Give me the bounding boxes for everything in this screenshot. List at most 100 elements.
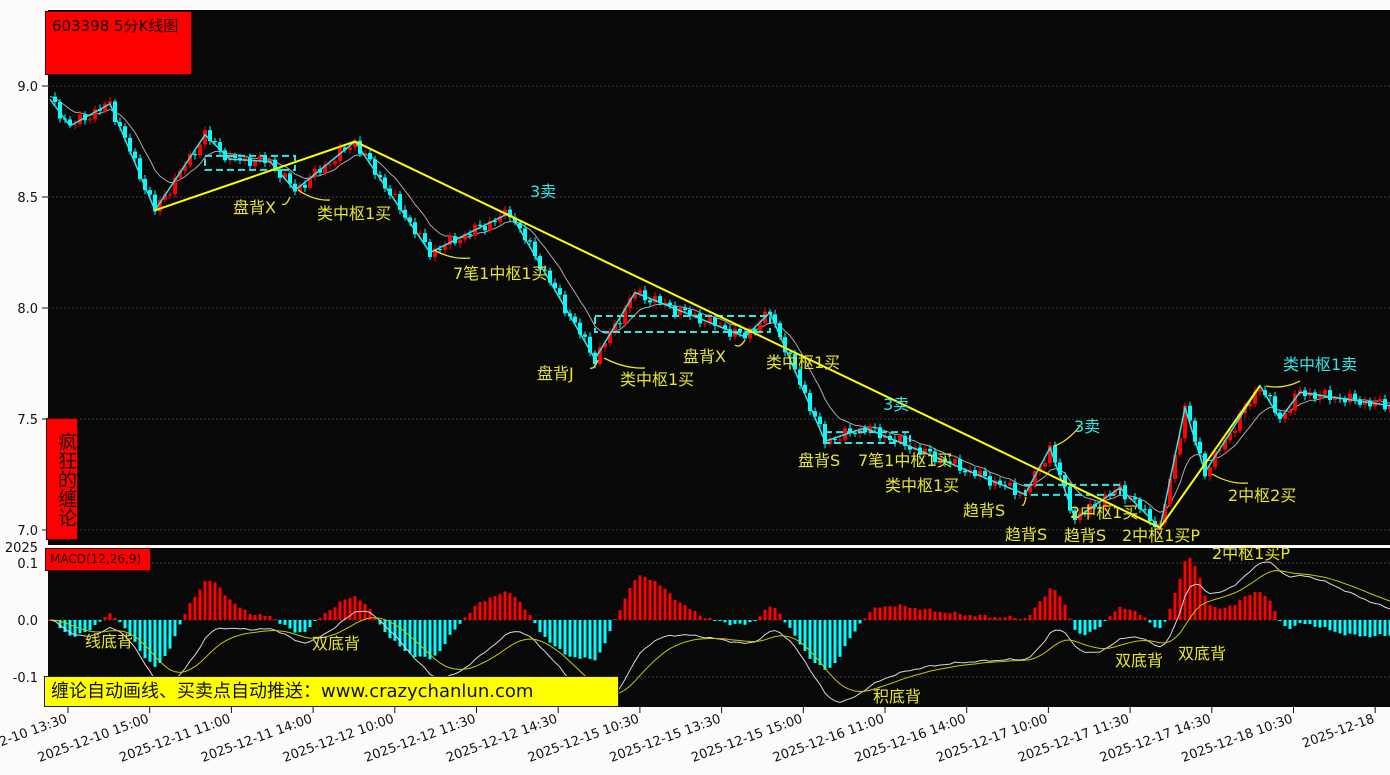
macd-bar [1178,578,1182,620]
candle [1208,467,1212,477]
candle [748,329,752,339]
candle [1238,413,1242,431]
macd-bar [173,620,177,637]
candle [443,245,447,250]
candle [818,416,822,424]
candle [298,184,302,192]
macd-bar [1083,620,1087,636]
macd-bar [613,618,617,620]
macd-bar [453,620,457,630]
candle [828,438,832,445]
macd-bar [678,602,682,620]
candle [1248,403,1252,407]
macd-bar [898,604,902,620]
macd-bar [1263,595,1267,620]
macd-bar [1368,620,1372,638]
candle [193,153,197,156]
candle [963,470,967,473]
candle [378,174,382,178]
macd-bar [968,615,972,620]
macd-bar [483,601,487,620]
y-tick-label: 8.0 [17,302,38,317]
macd-bar [308,620,312,628]
candle [938,458,942,463]
macd-bar [538,620,542,633]
annotation: 3卖 [530,182,556,201]
candle [328,164,332,166]
candle [1098,506,1102,508]
candle [1258,390,1262,392]
candle [313,169,317,177]
x-tick-label: 2025-12-18 [1300,712,1376,752]
macd-bar [833,620,837,664]
macd-bar [1033,607,1037,620]
candle [93,109,97,120]
candle [1233,430,1237,433]
macd-bar [1098,620,1102,628]
macd-bar [1188,557,1192,620]
macd-bar [608,620,612,632]
annotation-arrow [1053,425,1081,447]
macd-bar [988,617,992,620]
macd-bar [273,619,277,621]
candle [558,288,562,295]
candle [393,194,397,196]
macd-bar [133,620,137,642]
candle [1288,410,1292,413]
candle [263,155,267,164]
main-panel [48,10,1390,545]
annotation-arrow [433,249,471,259]
macd-bar [1198,578,1202,620]
macd-bar [903,605,907,620]
macd-bar [73,620,77,637]
macd-bar [1343,620,1347,636]
candle [523,228,527,241]
candle [678,308,682,316]
candle [1268,395,1272,397]
macd-bar [1048,588,1052,620]
candle [738,328,742,333]
macd-bar [368,609,372,620]
candle [493,221,497,223]
macd-bar [548,620,552,643]
macd-bar [428,620,432,660]
zhongshu-box [594,314,771,333]
macd-bar [1323,620,1327,627]
macd-bar [208,580,212,620]
macd-bar [1243,596,1247,620]
macd-bar [1073,620,1077,630]
candle [663,302,667,304]
candle [578,322,582,335]
candle [273,159,277,170]
macd-bar [233,603,237,620]
candle [1283,412,1287,419]
macd-bar [1383,620,1387,636]
macd-bar [798,620,802,645]
macd-bar [143,620,147,659]
annotation: 3卖 [1074,417,1100,436]
macd-bar [1168,608,1172,620]
macd-bar [813,620,817,663]
candle [693,313,697,316]
macd-bar [1063,604,1067,620]
candle [798,369,802,385]
y-tick-label: 2025 [5,541,38,556]
macd-bar [753,620,757,621]
candle [1183,405,1187,439]
macd-bar [448,620,452,635]
macd-bar [773,608,777,620]
macd-bar [853,620,857,632]
macd-bar [468,612,472,620]
macd-bar [438,620,442,651]
macd-bar [323,613,327,620]
candle [198,144,202,156]
macd-bar [168,620,172,649]
macd-bar [1278,620,1282,621]
macd-bar [1268,600,1272,620]
candle [1343,399,1347,403]
annotations: 盘背X 类中枢1买 7笔1中枢1买 3卖 盘背J 类中枢1买 盘背X 类中枢1买… [85,182,1357,706]
macd-bar [508,593,512,620]
macd-bar [978,614,982,620]
candle [233,155,237,159]
macd-bar [113,617,117,620]
